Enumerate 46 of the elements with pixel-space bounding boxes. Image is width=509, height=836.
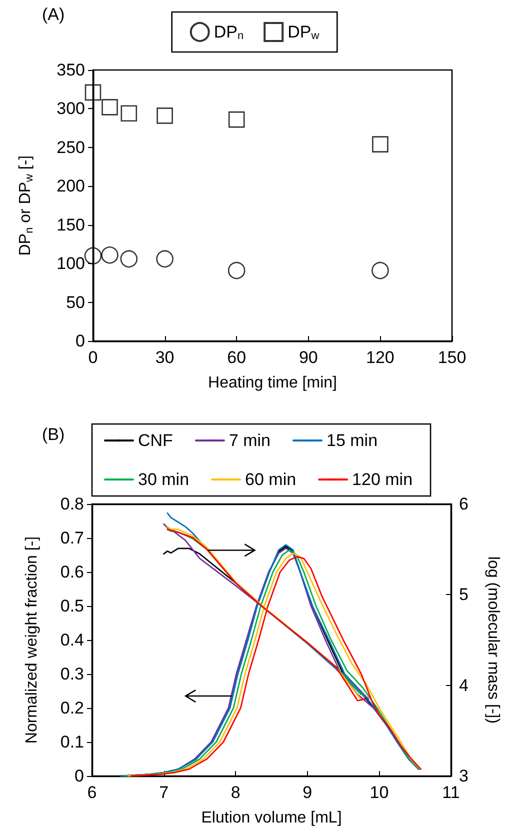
y-tick-label: 0.1 bbox=[60, 732, 84, 752]
legend-label: 15 min bbox=[326, 431, 378, 450]
x-tick-label: 120 bbox=[366, 348, 394, 367]
y-tick-label: 0.3 bbox=[60, 664, 84, 684]
x-tick-label: 60 bbox=[227, 348, 246, 367]
x-tick-label: 9 bbox=[302, 783, 312, 802]
legend-label: CNF bbox=[138, 431, 173, 450]
x-tick-label: 7 bbox=[159, 783, 169, 802]
y-tick-label: 0.5 bbox=[60, 596, 84, 616]
y2-tick-label: 6 bbox=[459, 494, 468, 514]
y-tick-label: 0.7 bbox=[60, 528, 84, 548]
y-tick-label: 0 bbox=[76, 332, 85, 350]
x-tick-label: 150 bbox=[438, 348, 466, 367]
y2-tick-label: 4 bbox=[459, 676, 468, 695]
y2-tick-label: 3 bbox=[459, 766, 468, 786]
y2-axis-title: log (molecular mass [-]) bbox=[484, 556, 502, 724]
y-tick-label: 0.6 bbox=[60, 562, 84, 582]
x-tick-label: 30 bbox=[155, 348, 174, 367]
x-axis-title: Heating time [min] bbox=[208, 374, 337, 392]
legend-label: 60 min bbox=[245, 470, 296, 489]
x-tick-label: 8 bbox=[230, 783, 240, 802]
x-tick-label: 0 bbox=[88, 348, 98, 367]
y-tick-label: 0.4 bbox=[60, 630, 84, 650]
legend-label: 120 min bbox=[352, 470, 413, 489]
y-tick-label: 50 bbox=[66, 292, 85, 312]
y-axis-title: Normalized weight fraction [-] bbox=[24, 536, 40, 744]
y-tick-label: 0 bbox=[74, 766, 84, 786]
x-axis-title: Elution volume [mL] bbox=[201, 810, 342, 826]
x-tick-label: 90 bbox=[298, 348, 318, 367]
legend-label: 30 min bbox=[138, 470, 190, 489]
y-tick-label: 250 bbox=[56, 138, 85, 157]
y-tick-label: 200 bbox=[56, 176, 85, 196]
y-tick-label: 150 bbox=[56, 215, 85, 234]
text: (A) bbox=[42, 5, 65, 24]
y-axis-title: DPn or DPw [-] bbox=[17, 155, 36, 256]
y-tick-label: 300 bbox=[56, 99, 85, 118]
text: (B) bbox=[42, 425, 65, 444]
x-tick-label: 10 bbox=[370, 783, 389, 802]
y-tick-label: 350 bbox=[56, 60, 85, 80]
y2-tick-label: 5 bbox=[459, 585, 468, 604]
x-tick-label: 11 bbox=[442, 783, 460, 802]
y-tick-label: 100 bbox=[56, 254, 85, 274]
x-tick-label: 6 bbox=[87, 783, 97, 802]
y-tick-label: 0.2 bbox=[60, 698, 84, 718]
y-tick-label: 0.8 bbox=[60, 494, 84, 514]
legend-label: 7 min bbox=[228, 431, 271, 450]
